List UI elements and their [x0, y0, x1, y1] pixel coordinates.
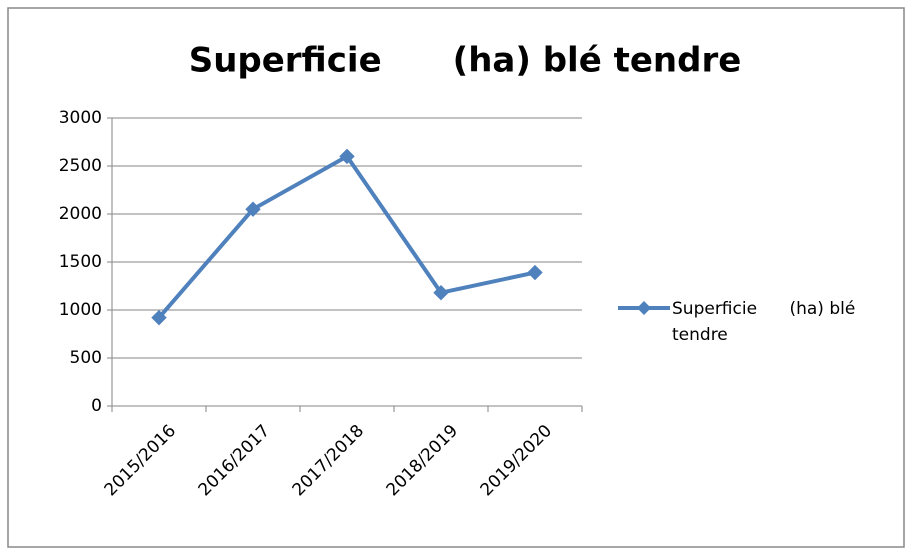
chart-border — [7, 7, 905, 548]
y-tick-label: 3000 — [59, 108, 102, 128]
y-tick-label: 2000 — [59, 204, 102, 224]
marker — [151, 309, 167, 326]
y-tick-label: 2500 — [59, 156, 102, 176]
chart-title: Superficie (ha) blé tendre — [189, 41, 742, 81]
y-tick-label: 1000 — [59, 300, 102, 320]
marker — [245, 201, 261, 217]
marker — [339, 148, 355, 165]
marker — [527, 264, 543, 281]
y-tick-label: 1500 — [59, 252, 102, 272]
y-tick-label: 0 — [91, 396, 102, 416]
y-tick-label: 500 — [70, 348, 102, 368]
legend-marker — [637, 301, 651, 315]
legend-label: Superficie (ha) blé tendre — [672, 299, 861, 345]
marker — [433, 285, 449, 301]
